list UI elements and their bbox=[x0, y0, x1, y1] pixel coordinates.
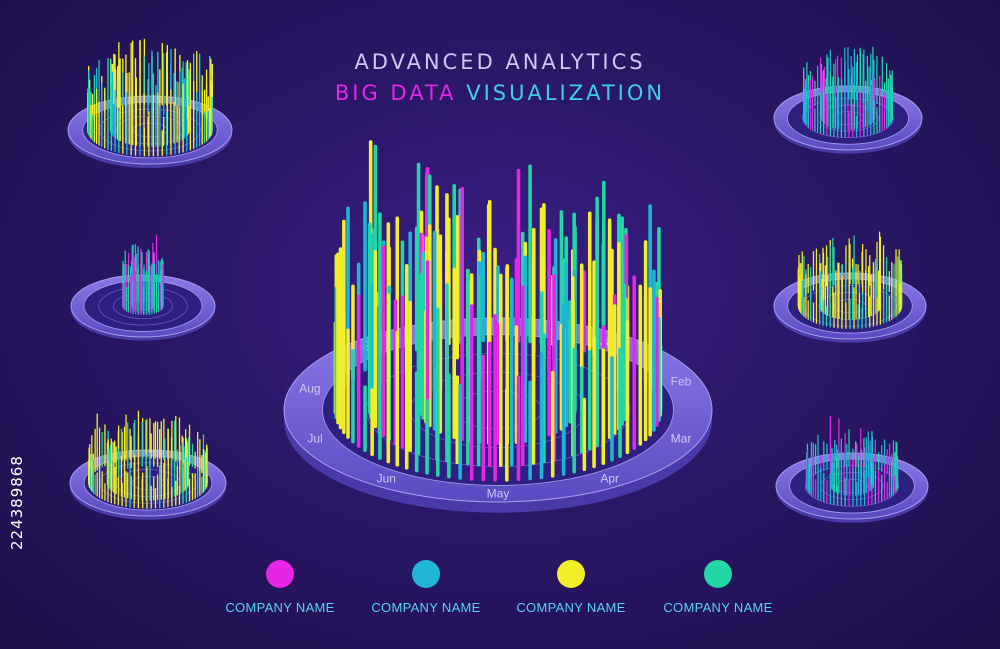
grid-ring bbox=[113, 292, 173, 320]
legend: COMPANY NAME COMPANY NAME COMPANY NAME C… bbox=[0, 560, 1000, 620]
month-label: May bbox=[487, 487, 510, 501]
title-line-2: BIG DATA VISUALIZATION bbox=[300, 76, 700, 110]
legend-label: COMPANY NAME bbox=[663, 600, 773, 615]
month-label: Aug bbox=[299, 381, 320, 395]
month-label: Jun bbox=[377, 472, 396, 486]
legend-dot-teal bbox=[704, 560, 732, 588]
month-label: Jul bbox=[307, 432, 322, 446]
stock-id-watermark: 224389868 bbox=[8, 455, 26, 550]
platform-inner bbox=[83, 280, 203, 332]
legend-dot-yellow bbox=[557, 560, 585, 588]
mini-chart-bottom-left bbox=[69, 410, 227, 520]
month-label: Mar bbox=[671, 432, 692, 446]
mini-chart-bottom-right bbox=[775, 415, 929, 523]
legend-item-1: COMPANY NAME bbox=[210, 560, 350, 615]
mini-chart-top-left bbox=[67, 38, 233, 169]
grid-ring bbox=[98, 286, 188, 326]
mini-chart-mid-left bbox=[70, 235, 216, 341]
mini-chart-top-right bbox=[773, 46, 923, 154]
legend-label: COMPANY NAME bbox=[516, 600, 626, 615]
title-block: ADVANCED ANALYTICS BIG DATA VISUALIZATIO… bbox=[300, 48, 700, 110]
mini-chart-mid-right bbox=[773, 231, 927, 343]
title-big-data: BIG DATA bbox=[334, 81, 457, 105]
title-visualization: VISUALIZATION bbox=[466, 81, 666, 105]
grid-ring bbox=[804, 465, 900, 507]
legend-dot-cyan bbox=[412, 560, 440, 588]
legend-item-3: COMPANY NAME bbox=[501, 560, 641, 615]
month-label: Feb bbox=[671, 374, 692, 388]
legend-label: COMPANY NAME bbox=[225, 600, 335, 615]
main-radial-chart: JanFebMarAprMayJunJulAugSep bbox=[283, 140, 713, 513]
legend-label: COMPANY NAME bbox=[371, 600, 481, 615]
legend-item-2: COMPANY NAME bbox=[356, 560, 496, 615]
title-line-1: ADVANCED ANALYTICS bbox=[354, 50, 646, 74]
legend-item-4: COMPANY NAME bbox=[648, 560, 788, 615]
legend-dot-magenta bbox=[266, 560, 294, 588]
month-label: Apr bbox=[600, 472, 619, 486]
